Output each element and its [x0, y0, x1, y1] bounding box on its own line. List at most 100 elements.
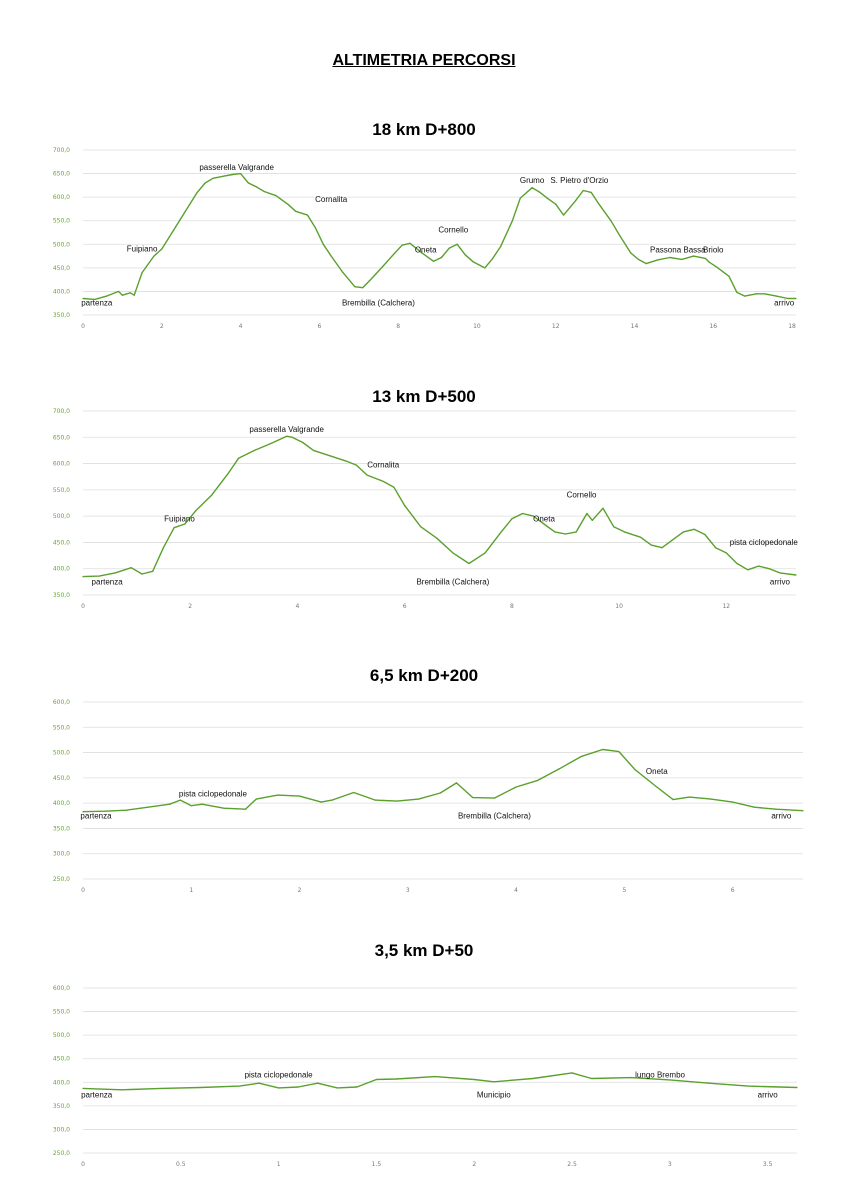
- elevation-point: [169, 803, 171, 805]
- y-tick-label: 600,0: [53, 699, 70, 706]
- elevation-point: [493, 797, 496, 799]
- elevation-point: [227, 473, 229, 475]
- elevation-point: [421, 252, 423, 254]
- x-tick-label: 2: [472, 1161, 476, 1168]
- elevation-point: [591, 1077, 593, 1080]
- y-tick-label: 700,0: [53, 408, 70, 415]
- elevation-point: [342, 271, 344, 274]
- elevation-point: [396, 800, 398, 802]
- elevation-point: [129, 292, 131, 294]
- y-tick-label: 400,0: [53, 288, 70, 295]
- elevation-point: [511, 518, 513, 520]
- elevation-point: [302, 441, 304, 444]
- elevation-point: [618, 233, 620, 235]
- x-tick-label: 0: [81, 603, 85, 610]
- elevation-point: [582, 189, 584, 192]
- x-tick-label: 2.5: [567, 1161, 577, 1168]
- elevation-point: [393, 253, 395, 255]
- elevation-point: [473, 1078, 475, 1081]
- elevation-point: [448, 247, 450, 249]
- elevation-point: [725, 552, 727, 554]
- elevation-point: [629, 252, 632, 254]
- elevation-point: [630, 1076, 632, 1079]
- elevation-point: [320, 801, 322, 803]
- x-tick-label: 0: [81, 1161, 85, 1168]
- elevation-point: [114, 572, 116, 574]
- elevation-point: [558, 768, 560, 770]
- place-label: S. Pietro d'Orzio: [550, 176, 609, 185]
- place-label: arrivo: [774, 299, 795, 308]
- place-label: Brembilla (Calchera): [458, 811, 531, 820]
- elevation-point: [657, 259, 659, 261]
- elevation-line: [82, 748, 804, 813]
- x-tick-label: 6: [403, 603, 407, 610]
- elevation-point: [618, 750, 620, 753]
- elevation-point: [173, 527, 175, 529]
- elevation-point: [736, 562, 738, 565]
- elevation-point: [532, 515, 534, 517]
- place-label: pista ciclopedonale: [245, 1071, 314, 1080]
- elevation-point: [669, 256, 671, 259]
- elevation-point: [452, 552, 454, 554]
- elevation-point: [354, 286, 356, 288]
- elevation-point: [802, 810, 804, 812]
- elevation-point: [243, 177, 246, 179]
- elevation-point: [141, 573, 143, 575]
- elevation-point: [787, 297, 789, 300]
- elevation-point: [580, 756, 582, 758]
- elevation-point: [744, 295, 746, 297]
- place-label: Oneta: [646, 767, 668, 776]
- place-label: partenza: [81, 299, 113, 308]
- elevation-point: [455, 782, 458, 784]
- x-tick-label: 6: [731, 887, 735, 894]
- elevation-point: [682, 531, 685, 533]
- place-label: Municipio: [477, 1090, 511, 1099]
- place-label: passerella Valgrande: [249, 425, 324, 434]
- x-tick-label: 5: [622, 887, 626, 894]
- x-tick-label: 2: [188, 603, 192, 610]
- elevation-point: [322, 243, 324, 245]
- elevation-line: [82, 1072, 798, 1091]
- elevation-point: [381, 266, 383, 268]
- y-tick-label: 650,0: [53, 171, 70, 178]
- elevation-point: [382, 480, 384, 483]
- elevation-point: [575, 531, 577, 533]
- elevation-point: [295, 210, 297, 212]
- elevation-point: [554, 531, 556, 533]
- elevation-point: [270, 442, 272, 445]
- elevation-point: [521, 512, 524, 515]
- elevation-point: [94, 298, 96, 301]
- elevation-point: [456, 243, 458, 245]
- elevation-point: [571, 1072, 573, 1074]
- elevation-point: [732, 801, 734, 803]
- elevation-point: [173, 229, 175, 231]
- page-title: ALTIMETRIA PERCORSI: [332, 52, 516, 69]
- place-label: Cornello: [438, 226, 468, 235]
- elevation-point: [278, 1087, 280, 1089]
- y-tick-label: 600,0: [53, 461, 70, 468]
- elevation-point: [493, 1081, 495, 1083]
- elevation-point: [564, 533, 567, 535]
- y-tick-label: 550,0: [53, 1009, 70, 1016]
- elevation-point: [255, 798, 257, 800]
- y-tick-label: 400,0: [53, 800, 70, 807]
- elevation-point: [634, 769, 636, 771]
- elevation-point: [162, 547, 165, 549]
- y-tick-label: 250,0: [53, 876, 70, 883]
- place-label: arrivo: [770, 577, 791, 586]
- elevation-point: [393, 486, 395, 488]
- elevation-chart: 350,0 400,0 450,0 500,0 550,0 600,0 650,0 700,0…: [53, 147, 797, 330]
- elevation-point: [543, 523, 545, 525]
- x-tick-label: 10: [615, 603, 623, 610]
- elevation-point: [314, 227, 317, 229]
- elevation-point: [258, 1082, 260, 1084]
- elevation-point: [656, 786, 658, 788]
- elevation-point: [287, 203, 289, 205]
- elevation-point: [562, 214, 565, 216]
- x-tick-label: 18: [788, 323, 796, 330]
- y-tick-label: 550,0: [53, 218, 70, 225]
- elevation-point: [194, 510, 197, 512]
- chart-title: 13 km D+500: [372, 387, 476, 406]
- elevation-point: [375, 1078, 378, 1081]
- elevation-point: [244, 808, 247, 810]
